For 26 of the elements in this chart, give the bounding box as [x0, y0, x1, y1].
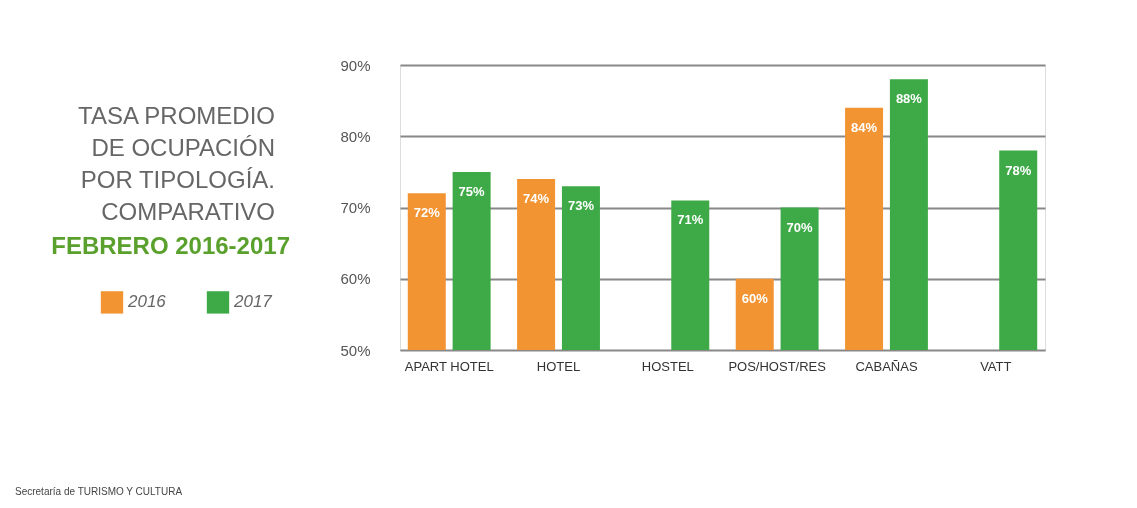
data-label: 88% — [895, 91, 923, 107]
legend-label: 2017 — [233, 292, 273, 312]
data-label: 84% — [851, 119, 878, 135]
legend-label: 2016 — [127, 292, 167, 312]
y-tick-label: 70% — [340, 199, 371, 216]
x-tick-label: APART HOTEL — [404, 358, 494, 374]
data-label: 70% — [786, 219, 814, 235]
data-label: 78% — [1005, 162, 1032, 178]
x-tick-label: POS/HOST/RES — [728, 358, 827, 374]
text: TASA PROMEDIO DE OCUPACIÓN POR TIPOLOGÍA. COMPARATIVO — [78, 102, 275, 225]
y-tick-label: 80% — [340, 127, 371, 145]
y-tick-label: 60% — [340, 270, 371, 288]
data-label: 71% — [677, 212, 704, 228]
y-tick-label: 90% — [340, 56, 371, 74]
y-tick-label: 50% — [340, 341, 371, 359]
x-tick-label: HOTEL — [536, 358, 581, 374]
data-label: 60% — [741, 290, 769, 306]
data-label: 73% — [567, 198, 595, 214]
data-label: 75% — [458, 183, 486, 199]
data-label: 74% — [523, 191, 550, 206]
data-label: 72% — [413, 205, 441, 221]
text: Secretaría de TURISMO Y CULTURA — [15, 486, 183, 497]
x-tick-label: CABAÑAS — [855, 358, 918, 374]
x-tick-label: HOSTEL — [641, 358, 694, 374]
text: FEBRERO 2016-2017 — [51, 232, 290, 259]
x-tick-label: VATT — [980, 358, 1012, 374]
